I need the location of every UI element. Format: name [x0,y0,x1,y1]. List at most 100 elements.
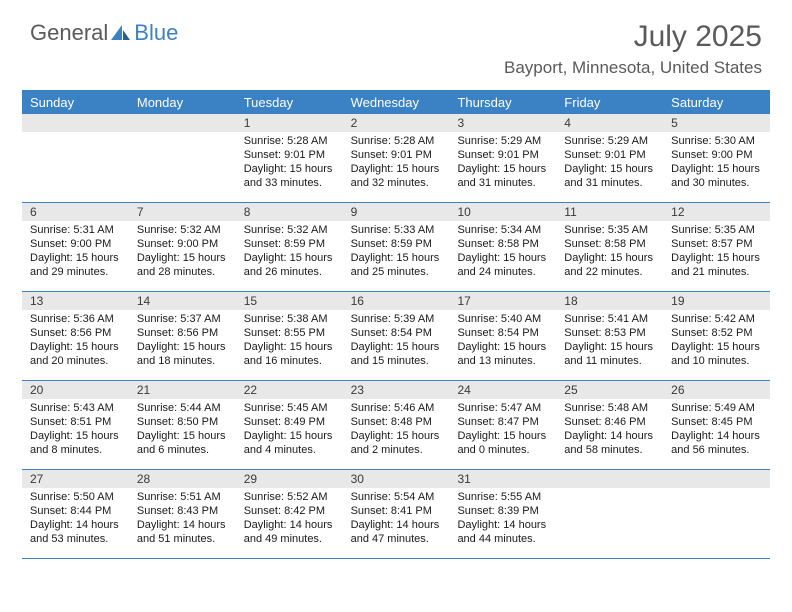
day-details: Sunrise: 5:43 AMSunset: 8:51 PMDaylight:… [22,399,129,461]
day-number: 22 [236,381,343,399]
day-number: 12 [663,203,770,221]
day-details: Sunrise: 5:36 AMSunset: 8:56 PMDaylight:… [22,310,129,372]
day-number: 27 [22,470,129,488]
day-number: 11 [556,203,663,221]
calendar: SundayMondayTuesdayWednesdayThursdayFrid… [22,90,770,559]
calendar-cell: 4Sunrise: 5:29 AMSunset: 9:01 PMDaylight… [556,114,663,202]
calendar-cell: 19Sunrise: 5:42 AMSunset: 8:52 PMDayligh… [663,292,770,380]
calendar-cell: 10Sunrise: 5:34 AMSunset: 8:58 PMDayligh… [449,203,556,291]
calendar-cell: 29Sunrise: 5:52 AMSunset: 8:42 PMDayligh… [236,470,343,558]
day-number: 15 [236,292,343,310]
header: General Blue July 2025 Bayport, Minnesot… [0,0,792,84]
calendar-cell: 6Sunrise: 5:31 AMSunset: 9:00 PMDaylight… [22,203,129,291]
calendar-cell: 1Sunrise: 5:28 AMSunset: 9:01 PMDaylight… [236,114,343,202]
calendar-cell: 12Sunrise: 5:35 AMSunset: 8:57 PMDayligh… [663,203,770,291]
day-number: 7 [129,203,236,221]
day-number: 18 [556,292,663,310]
day-number: 31 [449,470,556,488]
day-details: Sunrise: 5:35 AMSunset: 8:57 PMDaylight:… [663,221,770,283]
calendar-cell: 25Sunrise: 5:48 AMSunset: 8:46 PMDayligh… [556,381,663,469]
day-details: Sunrise: 5:30 AMSunset: 9:00 PMDaylight:… [663,132,770,194]
calendar-week: 20Sunrise: 5:43 AMSunset: 8:51 PMDayligh… [22,381,770,470]
calendar-cell: 8Sunrise: 5:32 AMSunset: 8:59 PMDaylight… [236,203,343,291]
day-details: Sunrise: 5:28 AMSunset: 9:01 PMDaylight:… [236,132,343,194]
day-details: Sunrise: 5:47 AMSunset: 8:47 PMDaylight:… [449,399,556,461]
day-number [129,114,236,132]
logo-sail-icon [110,24,132,42]
day-number: 5 [663,114,770,132]
day-number [663,470,770,488]
weekday-header: Friday [556,92,663,114]
day-number [556,470,663,488]
logo-text-blue: Blue [134,20,178,46]
day-number: 8 [236,203,343,221]
day-details: Sunrise: 5:39 AMSunset: 8:54 PMDaylight:… [343,310,450,372]
logo: General Blue [30,20,178,46]
calendar-cell: 20Sunrise: 5:43 AMSunset: 8:51 PMDayligh… [22,381,129,469]
day-details: Sunrise: 5:50 AMSunset: 8:44 PMDaylight:… [22,488,129,550]
day-number: 17 [449,292,556,310]
weekday-header: Sunday [22,92,129,114]
calendar-cell: 9Sunrise: 5:33 AMSunset: 8:59 PMDaylight… [343,203,450,291]
calendar-cell: 3Sunrise: 5:29 AMSunset: 9:01 PMDaylight… [449,114,556,202]
calendar-cell [663,470,770,558]
calendar-cell: 17Sunrise: 5:40 AMSunset: 8:54 PMDayligh… [449,292,556,380]
calendar-cell: 15Sunrise: 5:38 AMSunset: 8:55 PMDayligh… [236,292,343,380]
day-number: 21 [129,381,236,399]
calendar-cell [22,114,129,202]
day-details: Sunrise: 5:28 AMSunset: 9:01 PMDaylight:… [343,132,450,194]
day-details: Sunrise: 5:51 AMSunset: 8:43 PMDaylight:… [129,488,236,550]
day-details: Sunrise: 5:34 AMSunset: 8:58 PMDaylight:… [449,221,556,283]
day-details: Sunrise: 5:41 AMSunset: 8:53 PMDaylight:… [556,310,663,372]
calendar-cell [129,114,236,202]
day-number: 23 [343,381,450,399]
day-details: Sunrise: 5:32 AMSunset: 8:59 PMDaylight:… [236,221,343,283]
day-details: Sunrise: 5:45 AMSunset: 8:49 PMDaylight:… [236,399,343,461]
calendar-cell: 7Sunrise: 5:32 AMSunset: 9:00 PMDaylight… [129,203,236,291]
calendar-cell: 11Sunrise: 5:35 AMSunset: 8:58 PMDayligh… [556,203,663,291]
calendar-cell: 26Sunrise: 5:49 AMSunset: 8:45 PMDayligh… [663,381,770,469]
day-number: 6 [22,203,129,221]
weekday-header-row: SundayMondayTuesdayWednesdayThursdayFrid… [22,92,770,114]
day-details: Sunrise: 5:48 AMSunset: 8:46 PMDaylight:… [556,399,663,461]
calendar-cell: 14Sunrise: 5:37 AMSunset: 8:56 PMDayligh… [129,292,236,380]
calendar-cell: 2Sunrise: 5:28 AMSunset: 9:01 PMDaylight… [343,114,450,202]
day-number: 19 [663,292,770,310]
calendar-week: 27Sunrise: 5:50 AMSunset: 8:44 PMDayligh… [22,470,770,559]
day-number: 2 [343,114,450,132]
day-number: 4 [556,114,663,132]
day-details: Sunrise: 5:32 AMSunset: 9:00 PMDaylight:… [129,221,236,283]
month-title: July 2025 [504,20,762,54]
day-details: Sunrise: 5:52 AMSunset: 8:42 PMDaylight:… [236,488,343,550]
calendar-cell: 5Sunrise: 5:30 AMSunset: 9:00 PMDaylight… [663,114,770,202]
calendar-body: 1Sunrise: 5:28 AMSunset: 9:01 PMDaylight… [22,114,770,559]
day-number: 28 [129,470,236,488]
day-number: 25 [556,381,663,399]
day-details: Sunrise: 5:38 AMSunset: 8:55 PMDaylight:… [236,310,343,372]
day-details: Sunrise: 5:29 AMSunset: 9:01 PMDaylight:… [449,132,556,194]
day-number: 1 [236,114,343,132]
calendar-cell: 30Sunrise: 5:54 AMSunset: 8:41 PMDayligh… [343,470,450,558]
day-number: 14 [129,292,236,310]
day-details: Sunrise: 5:49 AMSunset: 8:45 PMDaylight:… [663,399,770,461]
day-details: Sunrise: 5:42 AMSunset: 8:52 PMDaylight:… [663,310,770,372]
day-details: Sunrise: 5:31 AMSunset: 9:00 PMDaylight:… [22,221,129,283]
day-number [22,114,129,132]
day-details: Sunrise: 5:40 AMSunset: 8:54 PMDaylight:… [449,310,556,372]
calendar-cell: 22Sunrise: 5:45 AMSunset: 8:49 PMDayligh… [236,381,343,469]
calendar-cell: 16Sunrise: 5:39 AMSunset: 8:54 PMDayligh… [343,292,450,380]
day-details: Sunrise: 5:54 AMSunset: 8:41 PMDaylight:… [343,488,450,550]
day-details: Sunrise: 5:55 AMSunset: 8:39 PMDaylight:… [449,488,556,550]
weekday-header: Tuesday [236,92,343,114]
day-number: 16 [343,292,450,310]
calendar-week: 1Sunrise: 5:28 AMSunset: 9:01 PMDaylight… [22,114,770,203]
calendar-cell: 27Sunrise: 5:50 AMSunset: 8:44 PMDayligh… [22,470,129,558]
calendar-cell [556,470,663,558]
day-number: 20 [22,381,129,399]
day-number: 29 [236,470,343,488]
day-number: 9 [343,203,450,221]
day-details: Sunrise: 5:35 AMSunset: 8:58 PMDaylight:… [556,221,663,283]
weekday-header: Wednesday [343,92,450,114]
day-details: Sunrise: 5:46 AMSunset: 8:48 PMDaylight:… [343,399,450,461]
location-text: Bayport, Minnesota, United States [504,58,762,78]
